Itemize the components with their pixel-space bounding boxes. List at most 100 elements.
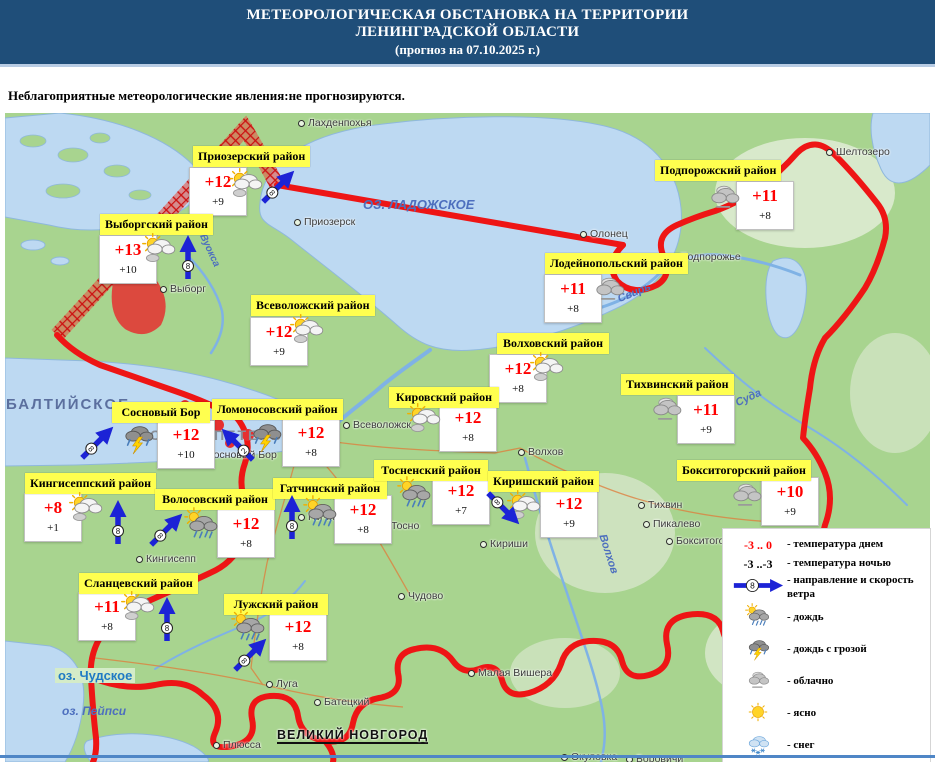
city-label: Тихвин: [638, 499, 682, 511]
forecast-box: +12 +8: [282, 418, 340, 467]
city-dot-icon: [480, 540, 487, 548]
district-label: Приозерский район: [193, 146, 311, 167]
district-label: Сланцевский район: [79, 573, 198, 594]
city-dot-icon: [160, 285, 167, 293]
weather-cloudy-icon: [648, 391, 684, 427]
city-dot-icon: [468, 669, 475, 677]
water-label: оз. Пейпси: [62, 704, 127, 718]
night-temp: +8: [462, 432, 474, 444]
legend-row: - облачно: [729, 667, 926, 698]
hazard-note: Неблагоприятные метеорологические явлени…: [8, 88, 405, 103]
svg-text:8: 8: [492, 497, 502, 507]
night-temp: +9: [700, 424, 712, 436]
night-temp: +8: [101, 621, 113, 633]
city-dot-icon: [298, 119, 305, 127]
forecast-box: +11 +8: [736, 181, 794, 230]
day-temp: +13: [114, 240, 142, 259]
city-dot-icon: [398, 592, 405, 600]
legend-row: -3 .. 0 - температура днем: [729, 536, 926, 554]
legend-value: -3 ..-3: [743, 557, 773, 571]
night-temp: +9: [784, 506, 796, 518]
forecast-box: +12 +8: [439, 403, 497, 452]
weather-partly-icon: [120, 589, 156, 625]
day-temp: +11: [693, 400, 719, 419]
city-label: Плюсса: [213, 739, 261, 751]
night-temp: +8: [567, 303, 579, 315]
legend-label: - облачно: [787, 675, 834, 688]
night-temp: +10: [119, 264, 137, 276]
city-label: Волхов: [518, 446, 563, 458]
city-label: Приозерск: [294, 216, 355, 228]
svg-text:8: 8: [186, 262, 191, 271]
district-label: Киришский район: [488, 471, 599, 492]
weather-rain-icon: [729, 602, 787, 634]
bottom-rule: [0, 755, 935, 758]
legend-row: - снег: [729, 731, 926, 762]
slide-header: МЕТЕОРОЛОГИЧЕСКАЯ ОБСТАНОВКА НА ТЕРРИТОР…: [0, 0, 935, 67]
city-dot-icon: [213, 741, 220, 749]
city-dot-icon: [826, 148, 833, 156]
weather-sun-icon: [729, 699, 787, 730]
city-label: ВЕЛИКИЙ НОВГОРОД: [277, 728, 429, 744]
weather-thunder-icon: [120, 419, 156, 455]
legend-row: 8 - направление и скорость ветра: [729, 574, 926, 602]
forecast-box: +12 +7: [432, 476, 490, 525]
night-temp: +10: [177, 449, 195, 461]
weather-rain-icon: [303, 495, 339, 531]
forecast-box: +11 +9: [677, 395, 735, 444]
city-label: Кириши: [480, 538, 528, 550]
district-label: Кировский район: [389, 387, 499, 408]
city-dot-icon: [643, 520, 650, 528]
district-label: Ломоносовский район: [212, 399, 343, 420]
svg-text:8: 8: [267, 188, 277, 198]
night-temp: +8: [512, 383, 524, 395]
city-label: Луга: [266, 678, 298, 690]
district-label: Тосненский район: [374, 460, 488, 481]
district-label: Всеволожский район: [251, 295, 375, 316]
night-temp: +8: [305, 447, 317, 459]
wind-arrow-icon: 8: [163, 233, 213, 283]
svg-text:8: 8: [290, 522, 295, 531]
night-temp: +9: [212, 196, 224, 208]
weather-cloudy-icon: [729, 667, 787, 698]
water-label: ОЗ. ЛАДОЖСКОЕ: [363, 197, 475, 212]
night-temp: +8: [292, 641, 304, 653]
district-label: Кингисеппский район: [25, 473, 157, 494]
forecast-box: +12 +8: [269, 612, 327, 661]
district-label: Подпорожский район: [655, 160, 782, 181]
city-dot-icon: [136, 555, 143, 563]
district-label: Гатчинский район: [273, 478, 387, 499]
day-temp: +8: [43, 498, 63, 517]
day-temp: +12: [447, 481, 475, 500]
wind-arrow-icon: 2: [203, 410, 274, 481]
wind-arrow-icon: 8: [243, 152, 314, 223]
city-dot-icon: [266, 680, 273, 688]
legend-label: - дождь с грозой: [787, 643, 867, 656]
day-temp: +12: [172, 425, 200, 444]
city-label: Шелтозеро: [826, 146, 890, 158]
weather-thunder-icon: [248, 417, 284, 453]
wind-arrow-icon: 8: [131, 495, 202, 566]
legend-label: - снег: [787, 739, 815, 752]
weather-partly-icon: [529, 350, 565, 386]
district-label: Бокситогорский район: [677, 460, 811, 481]
day-temp: +12: [555, 494, 583, 513]
weather-cloudy-icon: [728, 477, 764, 513]
legend-label: - температура ночью: [787, 557, 891, 570]
svg-text:8: 8: [239, 656, 249, 666]
city-dot-icon: [580, 230, 587, 238]
svg-text:8: 8: [165, 624, 170, 633]
svg-text:8: 8: [86, 444, 96, 454]
city-dot-icon: [298, 513, 305, 521]
city-label: Олонец: [580, 228, 628, 240]
legend-row: - ясно: [729, 699, 926, 730]
weather-cloudy-icon: [591, 271, 627, 307]
day-temp: +12: [454, 408, 482, 427]
night-temp: +7: [455, 505, 467, 517]
wind-arrow-icon: 8: [215, 620, 286, 691]
header-line2: ЛЕНИНГРАДСКОЙ ОБЛАСТИ: [355, 24, 580, 40]
district-label: Волосовский район: [155, 489, 275, 510]
district-label: Лужский район: [224, 594, 328, 615]
svg-text:8: 8: [116, 527, 121, 536]
night-temp: +8: [357, 524, 369, 536]
